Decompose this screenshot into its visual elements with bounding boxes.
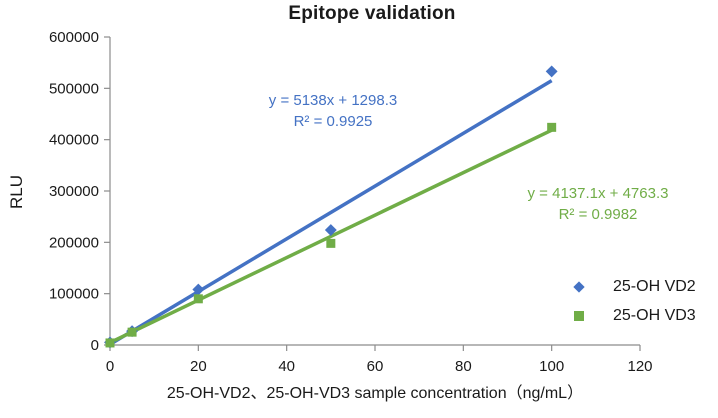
x-tick-label: 20 bbox=[190, 358, 207, 375]
y-tick-label: 500000 bbox=[49, 80, 99, 97]
x-axis-title: 25-OH-VD2、25-OH-VD3 sample concentration… bbox=[166, 385, 584, 402]
legend-label-vd2: 25-OH VD2 bbox=[613, 277, 696, 295]
y-tick-label: 0 bbox=[91, 337, 99, 354]
data-point-vd3 bbox=[105, 338, 115, 348]
legend-item-vd2: 25-OH VD2 bbox=[573, 272, 696, 301]
y-tick-label: 600000 bbox=[49, 29, 99, 46]
data-point-vd3 bbox=[127, 327, 137, 337]
x-tick-label: 120 bbox=[627, 358, 652, 375]
trendline-vd2 bbox=[109, 79, 553, 346]
y-axis-title: RLU bbox=[7, 175, 26, 210]
trendline-rsquared-vd3: R² = 0.9982 bbox=[558, 206, 638, 223]
trendline-rsquared-vd2: R² = 0.9925 bbox=[293, 113, 373, 130]
chart-title: Epitope validation bbox=[288, 3, 456, 24]
trendline-label-vd3: y = 4137.1x + 4763.3 R² = 0.9982 bbox=[493, 183, 703, 225]
x-tick-label: 100 bbox=[539, 358, 564, 375]
trendline-vd3 bbox=[109, 128, 553, 345]
data-point-vd3 bbox=[193, 294, 203, 304]
data-point-vd3 bbox=[547, 122, 557, 132]
x-tick-label: 60 bbox=[367, 358, 384, 375]
trendline-label-vd2: y = 5138x + 1298.3 R² = 0.9925 bbox=[228, 90, 438, 132]
data-point-vd2 bbox=[545, 65, 558, 78]
square-marker-icon bbox=[574, 310, 584, 321]
trendline-equation-vd3: y = 4137.1x + 4763.3 bbox=[527, 185, 669, 202]
diamond-marker-icon bbox=[573, 280, 585, 293]
legend: 25-OH VD2 25-OH VD3 bbox=[573, 272, 696, 330]
data-point-vd3 bbox=[326, 238, 336, 248]
x-tick-label: 80 bbox=[455, 358, 472, 375]
y-tick-label: 100000 bbox=[49, 286, 99, 303]
y-tick-label: 200000 bbox=[49, 234, 99, 251]
x-tick-label: 40 bbox=[278, 358, 295, 375]
legend-item-vd3: 25-OH VD3 bbox=[574, 301, 696, 330]
y-tick-label: 400000 bbox=[49, 132, 99, 149]
y-tick-label: 300000 bbox=[49, 183, 99, 200]
x-tick-label: 0 bbox=[106, 358, 114, 375]
legend-label-vd3: 25-OH VD3 bbox=[613, 306, 696, 324]
trendline-equation-vd2: y = 5138x + 1298.3 bbox=[268, 92, 398, 109]
